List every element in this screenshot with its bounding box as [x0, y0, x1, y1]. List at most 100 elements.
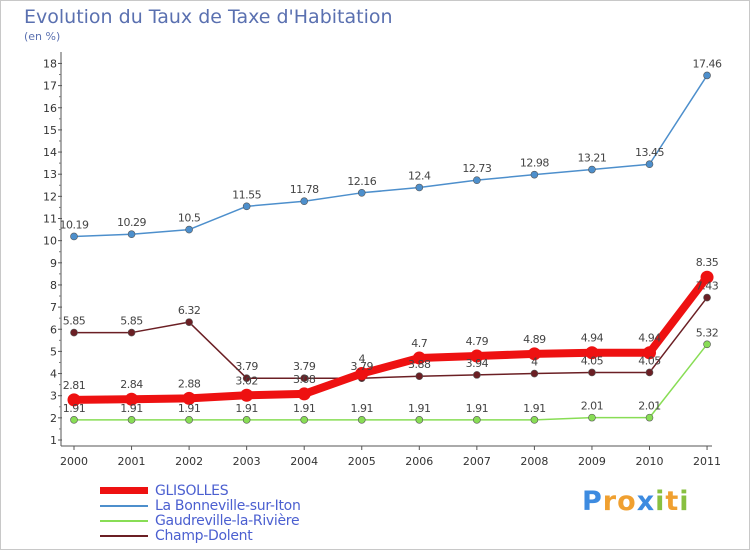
data-point-glisolles [182, 391, 196, 405]
series-line-champ-dolent [73, 296, 708, 379]
legend-swatch-champ-dolent [100, 535, 148, 537]
x-tick-label: 2005 [348, 455, 376, 468]
data-point-la-bonneville [185, 225, 193, 234]
data-label-champ-dolent: 4.05 [581, 354, 604, 367]
data-point-champ-dolent [300, 374, 309, 383]
y-tick-label: 14 [43, 146, 57, 159]
data-point-glisolles [585, 346, 599, 360]
y-tick-label: 6 [50, 323, 57, 336]
data-label-la-bonneville: 13.21 [577, 152, 606, 165]
data-point-la-bonneville [473, 176, 481, 184]
data-point-gaudreville [242, 416, 251, 424]
data-point-glisolles [125, 392, 139, 406]
data-label-glisolles: 3.08 [293, 373, 316, 386]
data-label-glisolles: 2.88 [178, 377, 201, 390]
data-point-la-bonneville [70, 232, 78, 241]
data-label-champ-dolent: 6.32 [178, 304, 201, 317]
y-tick-label: 10 [43, 235, 57, 248]
data-point-la-bonneville [415, 183, 424, 192]
y-tick-label: 1 [50, 434, 57, 447]
data-label-la-bonneville: 11.55 [232, 188, 261, 201]
data-label-glisolles: 4 [359, 353, 366, 366]
data-label-gaudreville: 1.91 [293, 402, 316, 415]
x-tick-label: 2002 [175, 455, 203, 468]
x-tick-label: 2008 [520, 455, 548, 468]
legend-swatch-gaudreville [100, 520, 148, 522]
logo-letter: r [602, 486, 618, 517]
data-point-champ-dolent [645, 368, 654, 377]
logo-letter: i [655, 486, 666, 517]
x-tick-label: 2003 [233, 455, 261, 468]
data-point-la-bonneville [530, 170, 539, 179]
data-label-champ-dolent: 4 [531, 356, 538, 369]
data-label-gaudreville: 1.91 [63, 402, 86, 415]
y-tick-label: 16 [43, 102, 57, 115]
data-label-la-bonneville: 12.98 [520, 157, 549, 170]
x-tick-label: 2009 [578, 455, 606, 468]
data-label-glisolles: 2.84 [120, 378, 143, 391]
data-point-glisolles [240, 388, 254, 402]
series-line-gaudreville [73, 343, 708, 421]
chart-title: Evolution du Taux de Taxe d'Habitation [24, 6, 393, 28]
y-tick-label: 4 [50, 368, 57, 381]
data-label-champ-dolent: 3.88 [408, 358, 431, 371]
data-label-gaudreville: 1.91 [235, 402, 258, 415]
data-label-glisolles: 8.35 [696, 256, 719, 269]
series-line-glisolles [70, 273, 712, 404]
x-tick-label: 2006 [405, 455, 433, 468]
legend-label-la-bonneville: La Bonneville-sur-Iton [155, 498, 301, 514]
x-tick-label: 2001 [118, 455, 146, 468]
data-point-champ-dolent [242, 374, 251, 383]
y-tick-label: 13 [43, 168, 57, 181]
series-lines [67, 71, 714, 424]
data-label-glisolles: 4.94 [638, 332, 661, 345]
data-point-la-bonneville [588, 165, 596, 174]
y-tick-label: 5 [50, 345, 57, 358]
data-label-la-bonneville: 12.16 [347, 175, 376, 188]
data-labels: 10.19 10.29 10.5 11.55 11.78 12.16 12.4 12.73 12… [60, 57, 723, 414]
y-tick-label: 9 [50, 257, 57, 270]
data-point-gaudreville [185, 416, 193, 424]
data-label-gaudreville: 1.91 [523, 402, 546, 415]
legend-swatch-la-bonneville [100, 505, 148, 507]
legend-label-glisolles: GLISOLLES [155, 483, 229, 499]
data-point-gaudreville [127, 416, 136, 424]
legend-label-gaudreville: Gaudreville-la-Rivière [155, 513, 300, 529]
x-tick-label: 2000 [60, 455, 88, 468]
logo-letter: x [636, 486, 656, 517]
proxiti-logo: Proxiti [582, 486, 690, 517]
data-label-champ-dolent: 3.79 [235, 360, 258, 373]
data-label-glisolles: 4.94 [581, 332, 604, 345]
data-point-champ-dolent [127, 328, 136, 337]
data-label-la-bonneville: 10.29 [117, 216, 146, 229]
data-label-gaudreville: 1.91 [408, 402, 431, 415]
data-label-gaudreville: 1.91 [120, 402, 143, 415]
data-point-la-bonneville [645, 160, 654, 169]
y-tick-label: 11 [43, 213, 57, 226]
data-point-gaudreville [415, 416, 424, 424]
logo-letter: t [665, 486, 680, 517]
data-label-glisolles: 4.79 [466, 335, 489, 348]
y-tick-label: 17 [43, 80, 57, 93]
data-label-gaudreville: 1.91 [466, 402, 489, 415]
data-point-glisolles [67, 393, 81, 407]
y-tick-label: 15 [43, 124, 57, 137]
data-label-champ-dolent: 4.05 [638, 354, 661, 367]
data-point-la-bonneville [703, 71, 711, 80]
data-point-gaudreville [300, 416, 309, 424]
data-point-champ-dolent [703, 293, 711, 302]
logo-letter: i [679, 486, 690, 517]
x-tick-label: 2011 [693, 455, 721, 468]
data-point-gaudreville [645, 413, 654, 422]
logo-letter: o [617, 486, 637, 517]
data-label-la-bonneville: 17.46 [693, 57, 722, 70]
data-label-champ-dolent: 3.94 [466, 357, 489, 370]
data-label-champ-dolent: 7.43 [696, 280, 719, 293]
data-label-gaudreville: 1.91 [351, 402, 374, 415]
y-tick-label: 18 [43, 57, 57, 70]
data-point-champ-dolent [530, 369, 539, 378]
data-label-glisolles: 3.02 [235, 374, 258, 387]
y-tick-label: 7 [50, 301, 57, 314]
